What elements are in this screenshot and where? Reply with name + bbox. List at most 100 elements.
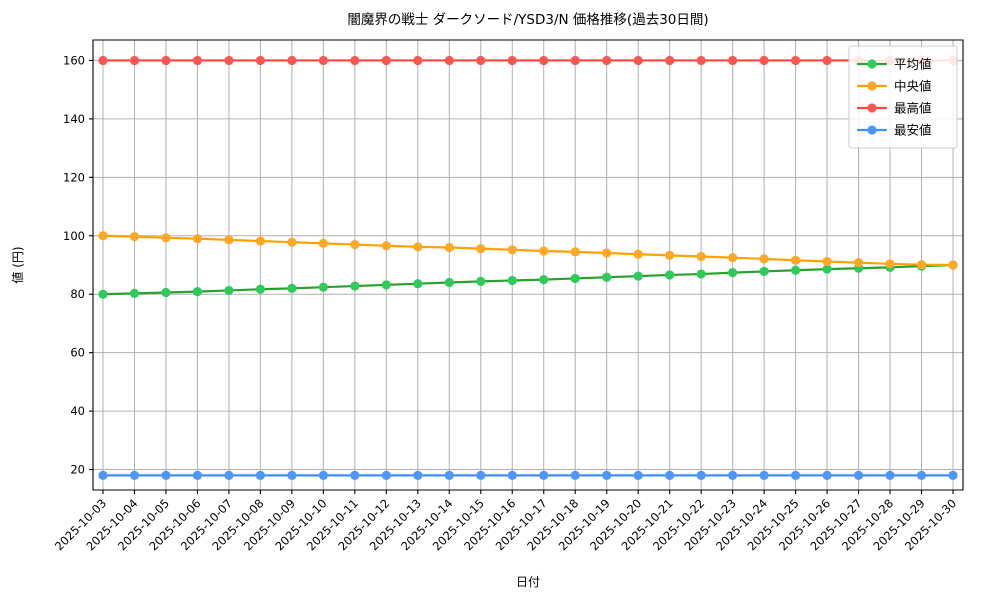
data-point-marker (853, 470, 864, 480)
data-point-marker (665, 55, 675, 66)
legend-item-2[interactable]: 中央値 (856, 79, 932, 94)
legend-marker-icon (867, 59, 877, 69)
data-point-marker (790, 265, 801, 275)
data-point-marker (916, 470, 927, 480)
data-point-marker (192, 286, 203, 297)
data-point-marker (759, 254, 769, 264)
data-point-marker (476, 55, 486, 66)
data-point-marker (287, 470, 297, 480)
y-tick-label: 20 (70, 463, 85, 477)
data-point-marker (728, 55, 738, 66)
axes-spines (92, 39, 964, 491)
data-point-marker (98, 470, 108, 480)
data-point-marker (696, 55, 706, 66)
data-point-marker (728, 470, 738, 480)
data-point-marker (476, 470, 486, 480)
data-point-marker (98, 289, 108, 299)
data-point-marker (444, 242, 454, 253)
data-point-marker (728, 253, 738, 263)
data-point-marker (318, 238, 328, 248)
data-point-marker (413, 470, 423, 480)
data-point-marker (129, 232, 140, 242)
y-tick-label: 100 (63, 229, 85, 243)
data-point-marker (602, 470, 612, 480)
data-point-marker (570, 470, 580, 480)
data-point-marker (696, 470, 706, 480)
data-point-marker (790, 470, 801, 480)
legend-marker-icon (867, 103, 877, 113)
data-point-marker (885, 470, 895, 480)
series-2 (98, 231, 958, 270)
series-line (101, 234, 955, 267)
data-point-marker (822, 55, 832, 66)
data-point-marker (570, 55, 580, 66)
data-point-marker (350, 239, 360, 250)
data-point-marker (192, 470, 203, 480)
data-point-marker (161, 233, 171, 243)
data-point-marker (665, 270, 675, 280)
data-point-marker (129, 288, 140, 298)
data-point-marker (539, 470, 549, 480)
data-point-marker (192, 234, 203, 244)
data-point-marker (633, 55, 643, 66)
legend-item-3[interactable]: 最高値 (856, 101, 932, 116)
data-point-marker (633, 249, 643, 259)
data-point-marker (602, 248, 612, 258)
data-point-marker (255, 55, 266, 66)
data-point-marker (822, 256, 832, 267)
data-point-marker (853, 258, 864, 268)
legend-item-1[interactable]: 平均値 (856, 57, 932, 72)
data-point-marker (759, 266, 769, 277)
data-point-marker (948, 470, 958, 480)
legend-item-4[interactable]: 最安値 (856, 123, 932, 138)
data-point-marker (381, 280, 391, 290)
data-point-marker (728, 267, 738, 278)
data-point-marker (318, 470, 328, 480)
y-tick-label: 80 (70, 287, 85, 301)
legend-marker-icon (867, 81, 877, 91)
y-tick-label: 60 (70, 346, 85, 360)
data-point-marker (318, 55, 328, 66)
data-point-marker (885, 259, 895, 269)
data-point-marker (570, 273, 580, 284)
data-point-marker (98, 231, 108, 241)
data-point-marker (161, 55, 171, 66)
y-tick-label: 160 (63, 53, 85, 67)
data-point-marker (790, 55, 801, 66)
data-point-marker (224, 470, 234, 480)
data-point-marker (129, 470, 140, 480)
data-point-marker (948, 260, 958, 270)
data-point-marker (350, 470, 360, 480)
data-point-marker (350, 55, 360, 66)
data-point-marker (413, 55, 423, 66)
data-point-marker (602, 272, 612, 282)
data-point-marker (413, 242, 423, 252)
x-axis-label: 日付 (516, 575, 540, 589)
legend-label: 最高値 (894, 101, 932, 116)
data-point-marker (161, 287, 171, 298)
data-point-marker (507, 55, 517, 66)
legend-label: 最安値 (894, 123, 932, 138)
data-point-marker (790, 255, 801, 265)
data-point-marker (507, 245, 517, 255)
data-point-marker (476, 244, 486, 254)
data-point-marker (539, 55, 549, 66)
y-tick-label: 140 (63, 112, 85, 126)
data-point-marker (381, 55, 391, 66)
data-point-marker (539, 275, 549, 285)
y-axis-label: 値 (円) (10, 246, 25, 283)
data-point-marker (633, 470, 643, 480)
data-point-marker (224, 235, 234, 245)
data-point-marker (570, 247, 580, 257)
data-point-marker (381, 470, 391, 480)
data-point-marker (350, 281, 360, 291)
data-point-marker (161, 470, 171, 480)
data-point-marker (539, 246, 549, 256)
data-point-marker (507, 275, 517, 286)
data-point-marker (381, 241, 391, 251)
data-point-marker (822, 470, 832, 480)
legend-label: 中央値 (894, 79, 932, 94)
